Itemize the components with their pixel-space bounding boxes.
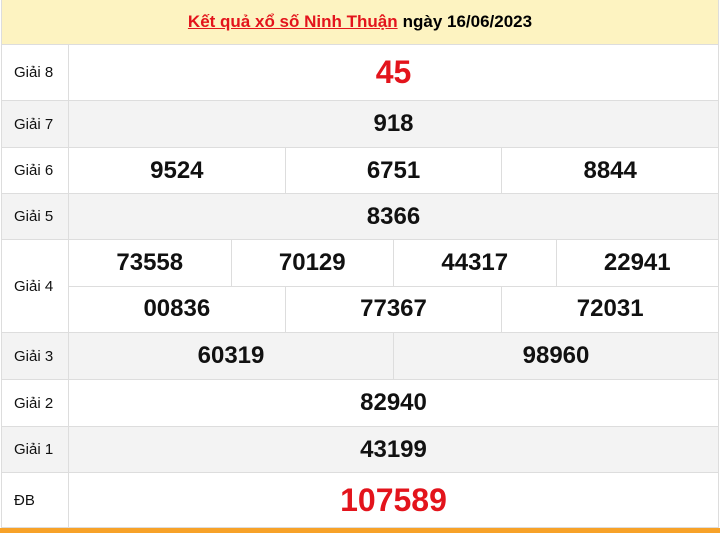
prize-number: 44317 xyxy=(393,240,556,286)
prize-row: ĐB 107589 xyxy=(2,473,718,528)
prize-number: 82940 xyxy=(360,389,427,416)
prize-label: Giải 1 xyxy=(2,427,69,472)
prize-number: 98960 xyxy=(393,333,718,379)
prize-number: 9524 xyxy=(150,156,204,184)
lottery-title-link[interactable]: Kết quả xổ số Ninh Thuận xyxy=(187,12,398,31)
prize-number: 72031 xyxy=(501,286,718,332)
prize-label: Giải 3 xyxy=(2,333,69,379)
prize-number: 60319 xyxy=(197,342,265,369)
footer-bar xyxy=(0,528,720,533)
prize-label: ĐB xyxy=(2,473,69,527)
prize-row: Giải 1 43199 xyxy=(2,427,718,473)
prize-row: Giải 8 45 xyxy=(2,45,718,101)
prize-label: Giải 4 xyxy=(2,240,69,332)
prize-number: 00836 xyxy=(143,295,211,323)
draw-date: ngày 16/06/2023 xyxy=(402,12,533,31)
prize-number: 107589 xyxy=(340,481,447,518)
prize-number: 8366 xyxy=(366,202,421,230)
prize-number: 918 xyxy=(373,110,414,137)
prize-label: Giải 5 xyxy=(2,194,69,239)
table-header: Kết quả xổ số Ninh Thuận ngày 16/06/2023 xyxy=(2,0,718,45)
prize-label: Giải 2 xyxy=(2,380,69,426)
prize-number: 70129 xyxy=(230,240,394,286)
prize-row: Giải 7 918 xyxy=(2,101,718,148)
prize-number: 73558 xyxy=(116,248,184,276)
prize-number: 43199 xyxy=(360,435,427,463)
prize-number: 6751 xyxy=(284,148,502,193)
prize-row: Giải 4 73558 70129 44317 22941 00836 77367 7203… xyxy=(2,240,718,333)
prize-label: Giải 8 xyxy=(2,45,69,100)
prize-number: 22941 xyxy=(555,240,719,286)
prize-row: Giải 3 60319 98960 xyxy=(2,333,718,380)
prize-row: Giải 2 82940 xyxy=(2,380,718,427)
prize-label: Giải 6 xyxy=(2,148,69,193)
prize-number: 45 xyxy=(375,54,412,90)
prize-row: Giải 6 9524 6751 8844 xyxy=(2,148,718,194)
prize-label: Giải 7 xyxy=(2,101,69,147)
prize-row: Giải 5 8366 xyxy=(2,194,718,240)
prize-number: 77367 xyxy=(284,286,502,332)
prize-number: 8844 xyxy=(501,148,718,193)
